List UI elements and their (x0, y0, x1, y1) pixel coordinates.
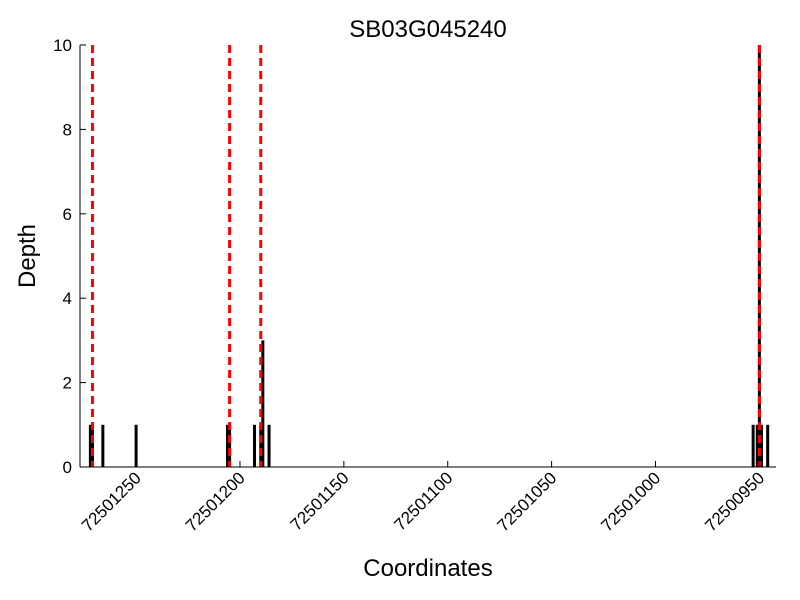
y-tick-label: 8 (63, 120, 72, 139)
y-tick-label: 6 (63, 205, 72, 224)
x-tick-label: 72501000 (597, 468, 664, 535)
y-tick-label: 2 (63, 374, 72, 393)
axes-layer: 0 2 4 6 8 10 72501250 72501200 72501150 72501100 7… (53, 36, 776, 535)
y-tick-label: 10 (53, 36, 72, 55)
y-tick-label: 4 (63, 289, 72, 308)
depth-bar (90, 424, 94, 467)
depth-bar (267, 424, 271, 467)
depth-bar (228, 424, 232, 467)
depth-bar (226, 424, 230, 467)
x-tick-label: 72501150 (287, 468, 353, 534)
depth-bar (88, 424, 92, 467)
reference-lines-layer (90, 45, 761, 467)
depth-bar (101, 424, 105, 467)
plot-area: 0 2 4 6 8 10 72501250 72501200 72501150 72501100 7… (53, 36, 776, 535)
depth-bar (759, 424, 763, 467)
depth-bar (766, 424, 770, 467)
x-tick-label: 72501250 (78, 468, 145, 535)
x-tick-label: 72501050 (494, 468, 561, 535)
depth-bar (751, 424, 755, 467)
x-tick-label: 72501200 (182, 468, 249, 535)
chart-title: SB03G045240 (349, 16, 506, 43)
y-tick-label: 0 (63, 458, 72, 477)
x-axis-label: Coordinates (363, 555, 492, 582)
bars-layer (88, 45, 770, 467)
x-tick-label: 72501100 (391, 468, 457, 534)
y-axis-label: Depth (14, 224, 41, 288)
depth-bar (259, 424, 263, 467)
depth-bar (755, 424, 759, 467)
depth-bar (253, 424, 257, 467)
x-tick-label: 72500950 (701, 468, 768, 535)
depth-bar (261, 340, 265, 467)
depth-bar (134, 424, 138, 467)
